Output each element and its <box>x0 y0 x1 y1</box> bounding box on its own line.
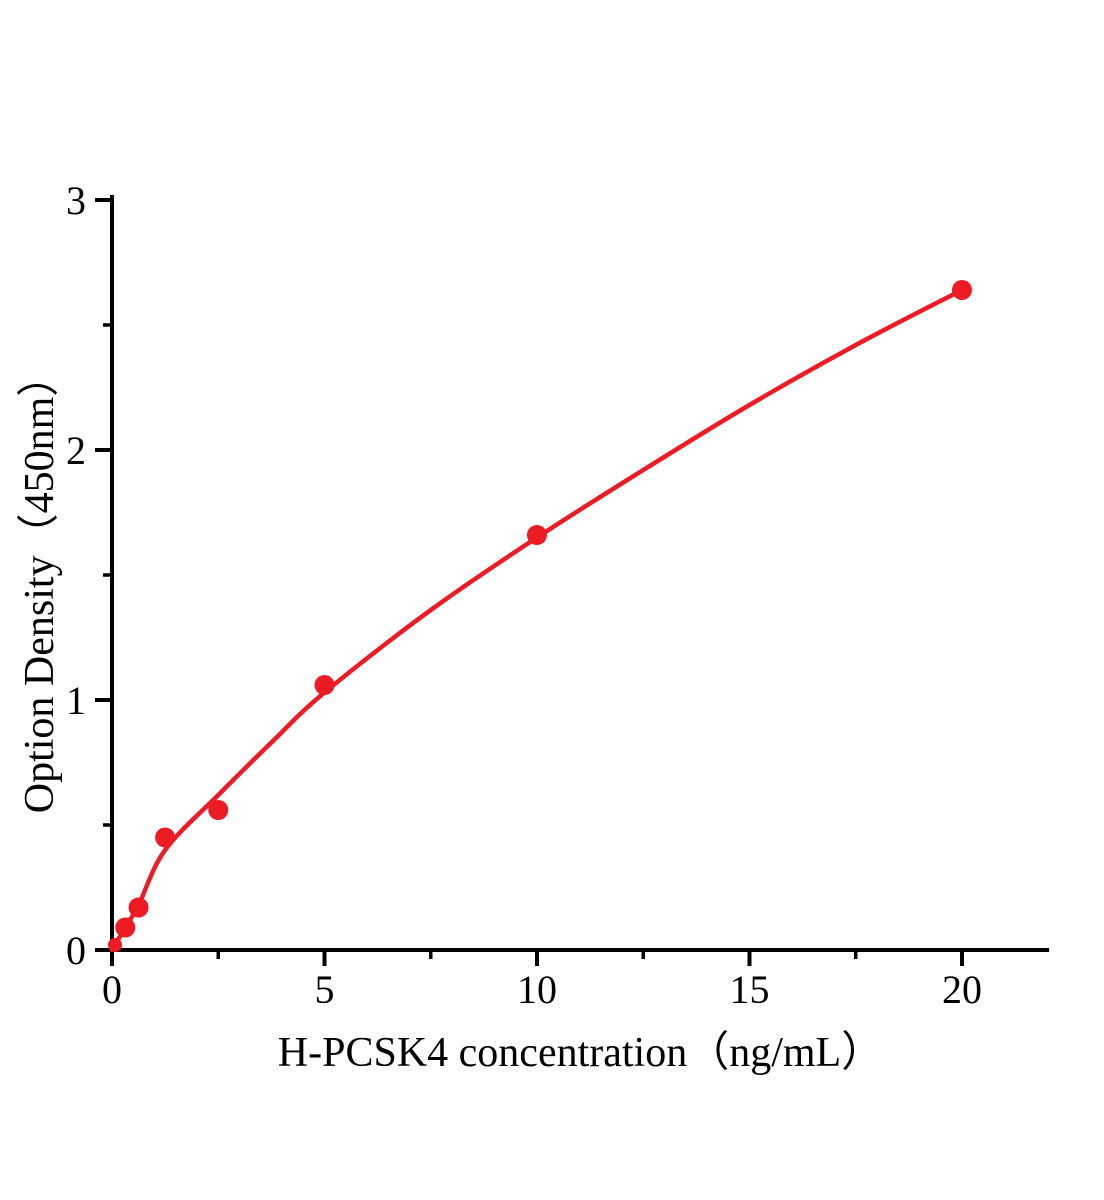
y-tick-label: 2 <box>66 428 86 473</box>
data-point <box>314 675 335 695</box>
data-point <box>128 897 149 918</box>
data-point <box>527 525 547 545</box>
x-tick-label: 20 <box>942 967 982 1012</box>
data-point <box>208 800 229 820</box>
y-axis-title: Option Density（450nm） <box>17 354 63 814</box>
x-tick-label: 10 <box>517 967 557 1012</box>
x-tick-label: 15 <box>730 967 770 1012</box>
x-tick-label: 5 <box>315 967 335 1012</box>
data-point <box>952 280 972 300</box>
y-tick-label: 3 <box>66 178 86 223</box>
data-point <box>107 938 122 952</box>
x-axis-title: H-PCSK4 concentration（ng/mL） <box>277 1030 884 1076</box>
data-point <box>155 827 176 848</box>
y-tick-label: 1 <box>66 678 86 723</box>
x-tick-label: 0 <box>102 967 122 1012</box>
y-tick-label: 0 <box>66 928 86 973</box>
fit-curve <box>109 287 965 953</box>
data-point <box>115 917 136 938</box>
